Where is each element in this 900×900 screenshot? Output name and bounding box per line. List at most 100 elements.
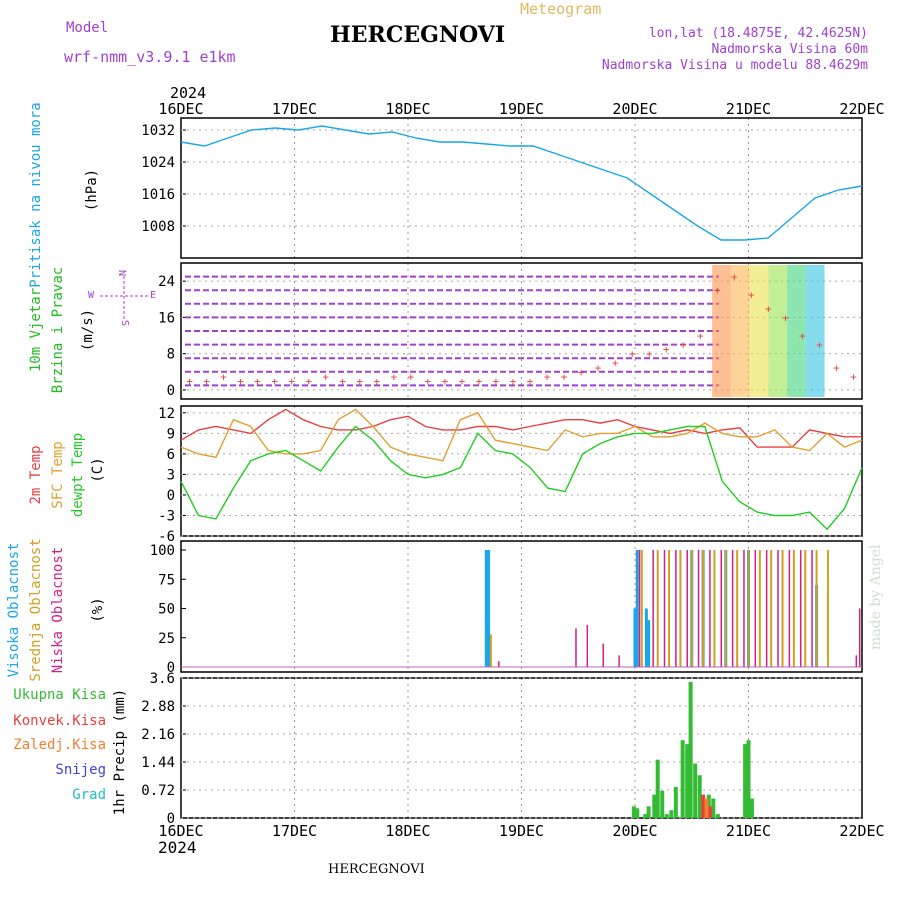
ylabel-low-cloud: Niska Oblacnost — [50, 547, 66, 673]
compass-e: E — [150, 290, 156, 301]
cloud-bar — [804, 550, 807, 667]
precip-bar — [643, 814, 648, 818]
wind-speed-marker: + — [595, 361, 602, 374]
compass-w: W — [88, 290, 95, 301]
ylabel-wind-unit: (m/s) — [80, 309, 96, 351]
x-tick-label-bottom: 21DEC — [726, 822, 771, 840]
pressure-frame — [180, 117, 863, 259]
precip-bar — [635, 808, 640, 818]
model-altitude-text: Nadmorska Visina u modelu 88.4629m — [601, 58, 868, 73]
y-tick-label: 75 — [158, 572, 175, 588]
wind-speed-marker: + — [254, 375, 261, 388]
precip-bar — [669, 810, 674, 818]
cloud-bar — [781, 550, 784, 667]
cloud-bar — [638, 550, 641, 667]
x-tick-label-bottom: 18DEC — [385, 822, 430, 840]
wind-speed-marker: + — [186, 375, 193, 388]
x-tick-label-bottom: 20DEC — [612, 822, 657, 840]
wind-speed-marker: + — [476, 375, 483, 388]
cloud-bar — [799, 550, 802, 667]
y-tick-label: 2.16 — [141, 727, 175, 743]
wind-speed-marker: + — [748, 289, 755, 302]
cloud-bar — [618, 655, 620, 667]
wind-speed-marker: + — [646, 348, 653, 361]
precip-bar — [693, 763, 698, 818]
precip-bar — [685, 744, 690, 818]
cloud-bar — [770, 550, 773, 667]
precip-bar — [660, 790, 665, 818]
x-tick-label-bottom: 16DEC — [158, 822, 203, 840]
year-bottom: 2024 — [158, 838, 197, 857]
ylabel-temp2m: 2m Temp — [28, 445, 44, 504]
x-tick-label-top: 20DEC — [612, 100, 657, 118]
precip-bar — [655, 759, 660, 818]
y-tick-label: 25 — [158, 631, 175, 647]
y-tick-label: 1008 — [141, 219, 175, 235]
wind-speed-marker: + — [782, 311, 789, 324]
wind-speed-marker: + — [714, 284, 721, 297]
cloud-bar — [724, 550, 727, 667]
precip-bar — [715, 814, 720, 818]
wind-speed-marker: + — [527, 375, 534, 388]
wind-speed-marker: + — [237, 375, 244, 388]
wind-speed-marker: + — [663, 343, 670, 356]
wind-speed-marker: + — [288, 375, 295, 388]
compass-n: N — [116, 270, 127, 276]
cloud-bar — [686, 550, 688, 667]
wind-speed-marker: + — [391, 370, 398, 383]
cloud-bar — [487, 550, 491, 667]
precip-legend-0: Ukupna Kisa — [13, 687, 106, 703]
ylabel-dewpt: dewpt Temp — [70, 433, 86, 517]
wind-speed-marker: + — [765, 302, 772, 315]
x-tick-label-top: 18DEC — [385, 100, 430, 118]
precip-bar — [680, 740, 685, 818]
cloud-bar — [758, 550, 761, 667]
cloud-bar — [498, 661, 500, 667]
precip-legend-4: Grad — [72, 787, 106, 803]
wind-speed-marker: + — [322, 370, 329, 383]
cloud-bar — [644, 608, 648, 667]
temp-line-1 — [180, 408, 863, 462]
temperature-frame — [180, 405, 863, 537]
wind-storm-band — [787, 265, 806, 397]
wind-speed-marker: + — [731, 271, 738, 284]
wind-speed-marker: + — [833, 361, 840, 374]
wind-storm-band — [730, 265, 750, 397]
y-tick-label: 0 — [167, 660, 175, 676]
ylabel-temp-unit: (C) — [90, 457, 106, 482]
precip-bar — [704, 798, 709, 818]
cloud-bar — [720, 550, 723, 667]
y-tick-label: 8 — [167, 347, 175, 363]
y-tick-label: 3.6 — [150, 671, 175, 687]
cloud-bar — [743, 550, 745, 667]
wind-speed-marker: + — [612, 357, 619, 370]
wind-speed-marker: + — [305, 375, 312, 388]
y-tick-label: 1.44 — [141, 755, 175, 771]
year-top: 2024 — [170, 84, 207, 102]
wind-speed-marker: + — [850, 370, 857, 383]
wind-storm-band — [805, 265, 825, 397]
y-tick-label: 0 — [167, 488, 175, 504]
cloud-bar — [858, 608, 861, 667]
wind-speed-marker: + — [339, 375, 346, 388]
cloud-bar — [575, 628, 577, 667]
wind-speed-marker: + — [373, 375, 380, 388]
x-tick-label-top: 21DEC — [726, 100, 771, 118]
altitude-text: Nadmorska Visina 60m — [711, 42, 868, 57]
cloud-bar — [690, 550, 693, 667]
precip-bar — [652, 794, 657, 818]
cloud-bar — [777, 550, 779, 667]
precip-frame — [180, 677, 863, 819]
precip-bar — [743, 744, 748, 818]
wind-speed-marker: + — [442, 375, 449, 388]
y-tick-label: 1016 — [141, 187, 175, 203]
model-name: wrf-nmm_v3.9.1 e1km — [64, 48, 236, 66]
lonlat-text: lon,lat (18.4875E, 42.4625N) — [648, 26, 868, 41]
wind-speed-marker: + — [271, 375, 278, 388]
ylabel-wind: 10m Vjetar — [28, 288, 44, 372]
ylabel-wind-speed: Brzina i Pravac — [50, 267, 66, 393]
precip-legend-3: Snijeg — [55, 762, 106, 778]
y-tick-label: 100 — [150, 543, 175, 559]
wind-speed-marker: + — [510, 375, 517, 388]
cloud-bar — [788, 550, 791, 667]
